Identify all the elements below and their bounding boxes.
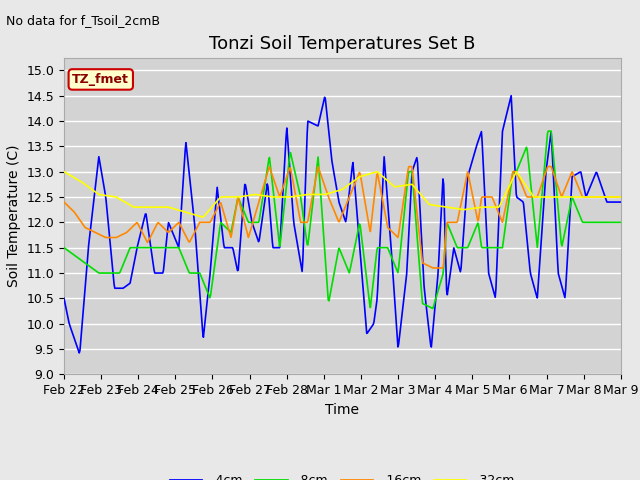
Title: Tonzi Soil Temperatures Set B: Tonzi Soil Temperatures Set B bbox=[209, 35, 476, 53]
Text: No data for f_Tsoil_2cmB: No data for f_Tsoil_2cmB bbox=[6, 14, 161, 27]
Legend: -4cm, -8cm, -16cm, -32cm: -4cm, -8cm, -16cm, -32cm bbox=[165, 469, 520, 480]
Text: TZ_fmet: TZ_fmet bbox=[72, 73, 129, 86]
Y-axis label: Soil Temperature (C): Soil Temperature (C) bbox=[7, 145, 21, 287]
X-axis label: Time: Time bbox=[325, 403, 360, 417]
